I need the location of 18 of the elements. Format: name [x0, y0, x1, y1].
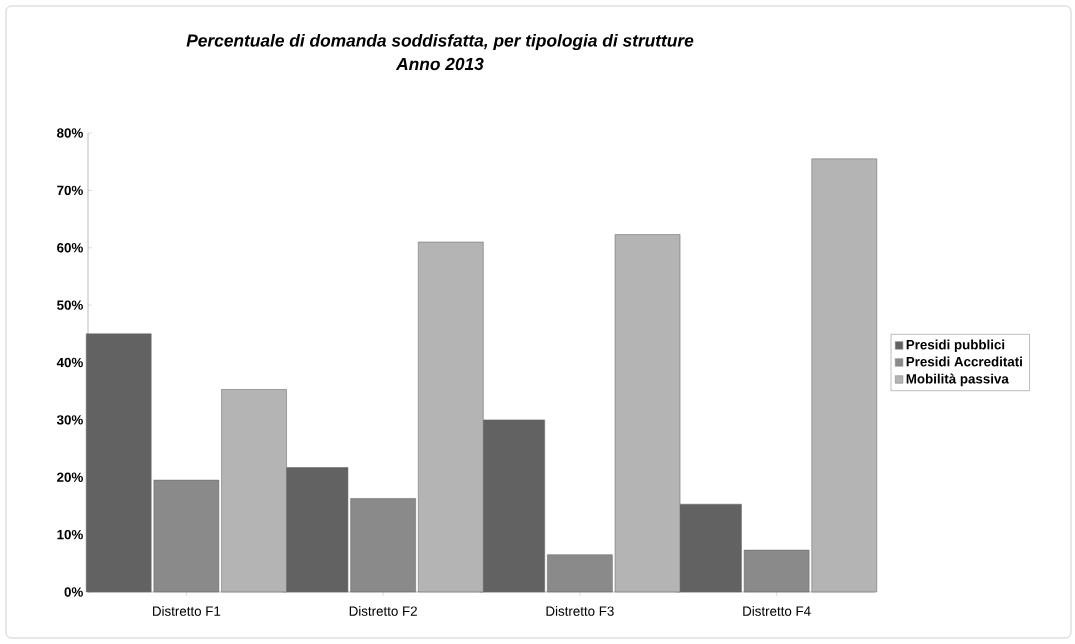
- y-tick-label: 0%: [64, 587, 83, 597]
- legend-label: Mobilità passiva: [906, 373, 1009, 387]
- y-tick-label: 60%: [57, 243, 83, 253]
- y-tick-label: 80%: [57, 128, 83, 138]
- x-tick-label: Distretto F1: [153, 606, 221, 616]
- x-tick-label: Distretto F4: [743, 606, 811, 616]
- y-tick-label: 50%: [57, 300, 83, 310]
- legend-label: Presidi Accreditati: [906, 356, 1022, 367]
- legend-label: Presidi pubblici: [906, 339, 1005, 353]
- y-tick-label: 30%: [56, 415, 83, 425]
- chart-subtitle: Anno 2013: [395, 57, 484, 71]
- chart-title: Percentuale di domanda soddisfatta, per tipologia di strutture: [186, 33, 694, 51]
- y-tick-label: 40%: [56, 357, 83, 368]
- y-tick-label: 20%: [57, 472, 83, 482]
- x-tick-label: Distretto F2: [349, 606, 417, 616]
- y-tick-label: 70%: [57, 185, 83, 196]
- y-tick-label: 10%: [57, 529, 83, 540]
- x-tick-label: Distretto F3: [546, 606, 614, 616]
